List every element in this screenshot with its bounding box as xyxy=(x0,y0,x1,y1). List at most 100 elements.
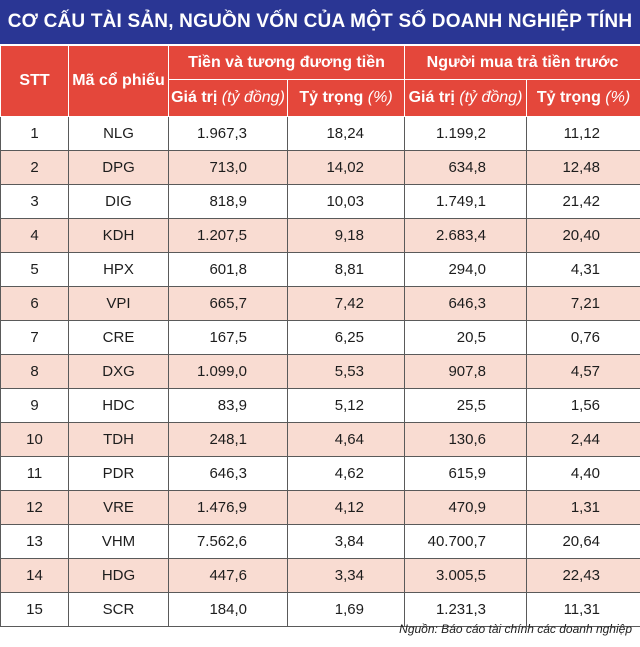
cell-advance-share: 4,31 xyxy=(525,252,640,287)
cell-stt: 7 xyxy=(0,320,69,355)
header-ticker: Mã cổ phiếu xyxy=(68,45,169,117)
cell-cash-value: 447,6 xyxy=(168,558,288,593)
cell-stt: 8 xyxy=(0,354,69,389)
cell-stt: 14 xyxy=(0,558,69,593)
cell-cash-value: 248,1 xyxy=(168,422,288,457)
cell-ticker: TDH xyxy=(68,422,169,457)
cell-ticker: DXG xyxy=(68,354,169,389)
header-stt: STT xyxy=(0,45,69,117)
table-row: 14 HDG 447,6 3,34 3.005,5 22,43 xyxy=(0,558,640,593)
header-value-label: Giá trị xyxy=(171,89,222,106)
cell-advance-share: 7,21 xyxy=(525,286,640,321)
cell-cash-value: 83,9 xyxy=(168,388,288,423)
cell-ticker: SCR xyxy=(68,592,169,627)
cell-cash-value: 184,0 xyxy=(168,592,288,627)
cell-advance-share: 11,12 xyxy=(525,116,640,151)
cell-cash-share: 1,69 xyxy=(287,592,405,627)
cell-ticker: NLG xyxy=(68,116,169,151)
header-share-label: Tỷ trọng xyxy=(299,89,368,106)
cell-advance-value: 294,0 xyxy=(404,252,527,287)
cell-stt: 15 xyxy=(0,592,69,627)
table-row: 2 DPG 713,0 14,02 634,8 12,48 xyxy=(0,150,640,185)
cell-advance-value: 40.700,7 xyxy=(404,524,527,559)
cell-cash-value: 665,7 xyxy=(168,286,288,321)
cell-cash-value: 1.967,3 xyxy=(168,116,288,151)
cell-ticker: PDR xyxy=(68,456,169,491)
cell-advance-value: 130,6 xyxy=(404,422,527,457)
cell-advance-share: 11,31 xyxy=(525,592,640,627)
cell-advance-share: 12,48 xyxy=(525,150,640,185)
cell-advance-value: 1.199,2 xyxy=(404,116,527,151)
table-body: 1 NLG 1.967,3 18,24 1.199,2 11,12 2 DPG 713,0 14,… xyxy=(0,116,640,627)
cell-stt: 3 xyxy=(0,184,69,219)
table-row: 12 VRE 1.476,9 4,12 470,9 1,31 xyxy=(0,490,640,525)
cell-cash-value: 1.207,5 xyxy=(168,218,288,253)
cell-cash-share: 8,81 xyxy=(287,252,405,287)
table-row: 1 NLG 1.967,3 18,24 1.199,2 11,12 xyxy=(0,116,640,151)
cell-cash-share: 18,24 xyxy=(287,116,405,151)
table-row: 9 HDC 83,9 5,12 25,5 1,56 xyxy=(0,388,640,423)
header-value-unit: (tỷ đồng) xyxy=(459,89,523,106)
cell-stt: 5 xyxy=(0,252,69,287)
cell-cash-share: 6,25 xyxy=(287,320,405,355)
cell-cash-value: 818,9 xyxy=(168,184,288,219)
cell-stt: 10 xyxy=(0,422,69,457)
cell-cash-value: 167,5 xyxy=(168,320,288,355)
cell-advance-value: 634,8 xyxy=(404,150,527,185)
cell-advance-share: 4,40 xyxy=(525,456,640,491)
table-row: 7 CRE 167,5 6,25 20,5 0,76 xyxy=(0,320,640,355)
cell-advance-share: 4,57 xyxy=(525,354,640,389)
cell-cash-share: 4,12 xyxy=(287,490,405,525)
cell-advance-value: 3.005,5 xyxy=(404,558,527,593)
cell-cash-share: 5,53 xyxy=(287,354,405,389)
cell-advance-value: 25,5 xyxy=(404,388,527,423)
header-share-label: Tỷ trọng xyxy=(536,89,606,106)
cell-advance-share: 1,56 xyxy=(525,388,640,423)
cell-ticker: KDH xyxy=(68,218,169,253)
table-row: 5 HPX 601,8 8,81 294,0 4,31 xyxy=(0,252,640,287)
table-row: 10 TDH 248,1 4,64 130,6 2,44 xyxy=(0,422,640,457)
cell-cash-value: 1.476,9 xyxy=(168,490,288,525)
cell-cash-value: 713,0 xyxy=(168,150,288,185)
cell-ticker: HDC xyxy=(68,388,169,423)
cell-cash-share: 3,34 xyxy=(287,558,405,593)
cell-ticker: DPG xyxy=(68,150,169,185)
header-advance-value: Giá trị (tỷ đồng) xyxy=(404,79,527,117)
cell-advance-value: 646,3 xyxy=(404,286,527,321)
cell-cash-share: 10,03 xyxy=(287,184,405,219)
table-row: 4 KDH 1.207,5 9,18 2.683,4 20,40 xyxy=(0,218,640,253)
cell-cash-value: 7.562,6 xyxy=(168,524,288,559)
cell-advance-value: 20,5 xyxy=(404,320,527,355)
cell-advance-share: 22,43 xyxy=(525,558,640,593)
header-cash-group: Tiền và tương đương tiền xyxy=(168,45,405,80)
source-note: Nguồn: Báo cáo tài chính các doanh nghiệ… xyxy=(399,622,632,636)
cell-advance-value: 1.749,1 xyxy=(404,184,527,219)
cell-advance-value: 2.683,4 xyxy=(404,218,527,253)
cell-advance-share: 2,44 xyxy=(525,422,640,457)
table-row: 3 DIG 818,9 10,03 1.749,1 21,42 xyxy=(0,184,640,219)
cell-advance-share: 1,31 xyxy=(525,490,640,525)
cell-ticker: HPX xyxy=(68,252,169,287)
table-row: 6 VPI 665,7 7,42 646,3 7,21 xyxy=(0,286,640,321)
cell-ticker: VPI xyxy=(68,286,169,321)
cell-cash-share: 3,84 xyxy=(287,524,405,559)
cell-cash-share: 4,62 xyxy=(287,456,405,491)
cell-stt: 6 xyxy=(0,286,69,321)
cell-advance-value: 470,9 xyxy=(404,490,527,525)
cell-cash-share: 14,02 xyxy=(287,150,405,185)
cell-advance-share: 20,64 xyxy=(525,524,640,559)
header-value-unit: (tỷ đồng) xyxy=(221,89,285,106)
cell-cash-share: 4,64 xyxy=(287,422,405,457)
header-cash-value: Giá trị (tỷ đồng) xyxy=(168,79,288,117)
cell-ticker: VRE xyxy=(68,490,169,525)
cell-advance-value: 615,9 xyxy=(404,456,527,491)
cell-stt: 9 xyxy=(0,388,69,423)
cell-advance-share: 21,42 xyxy=(525,184,640,219)
header-value-label: Giá trị xyxy=(408,89,460,106)
cell-ticker: HDG xyxy=(68,558,169,593)
cell-cash-value: 601,8 xyxy=(168,252,288,287)
cell-cash-value: 646,3 xyxy=(168,456,288,491)
header-share-unit: (%) xyxy=(367,89,393,106)
cell-stt: 2 xyxy=(0,150,69,185)
cell-advance-share: 0,76 xyxy=(525,320,640,355)
